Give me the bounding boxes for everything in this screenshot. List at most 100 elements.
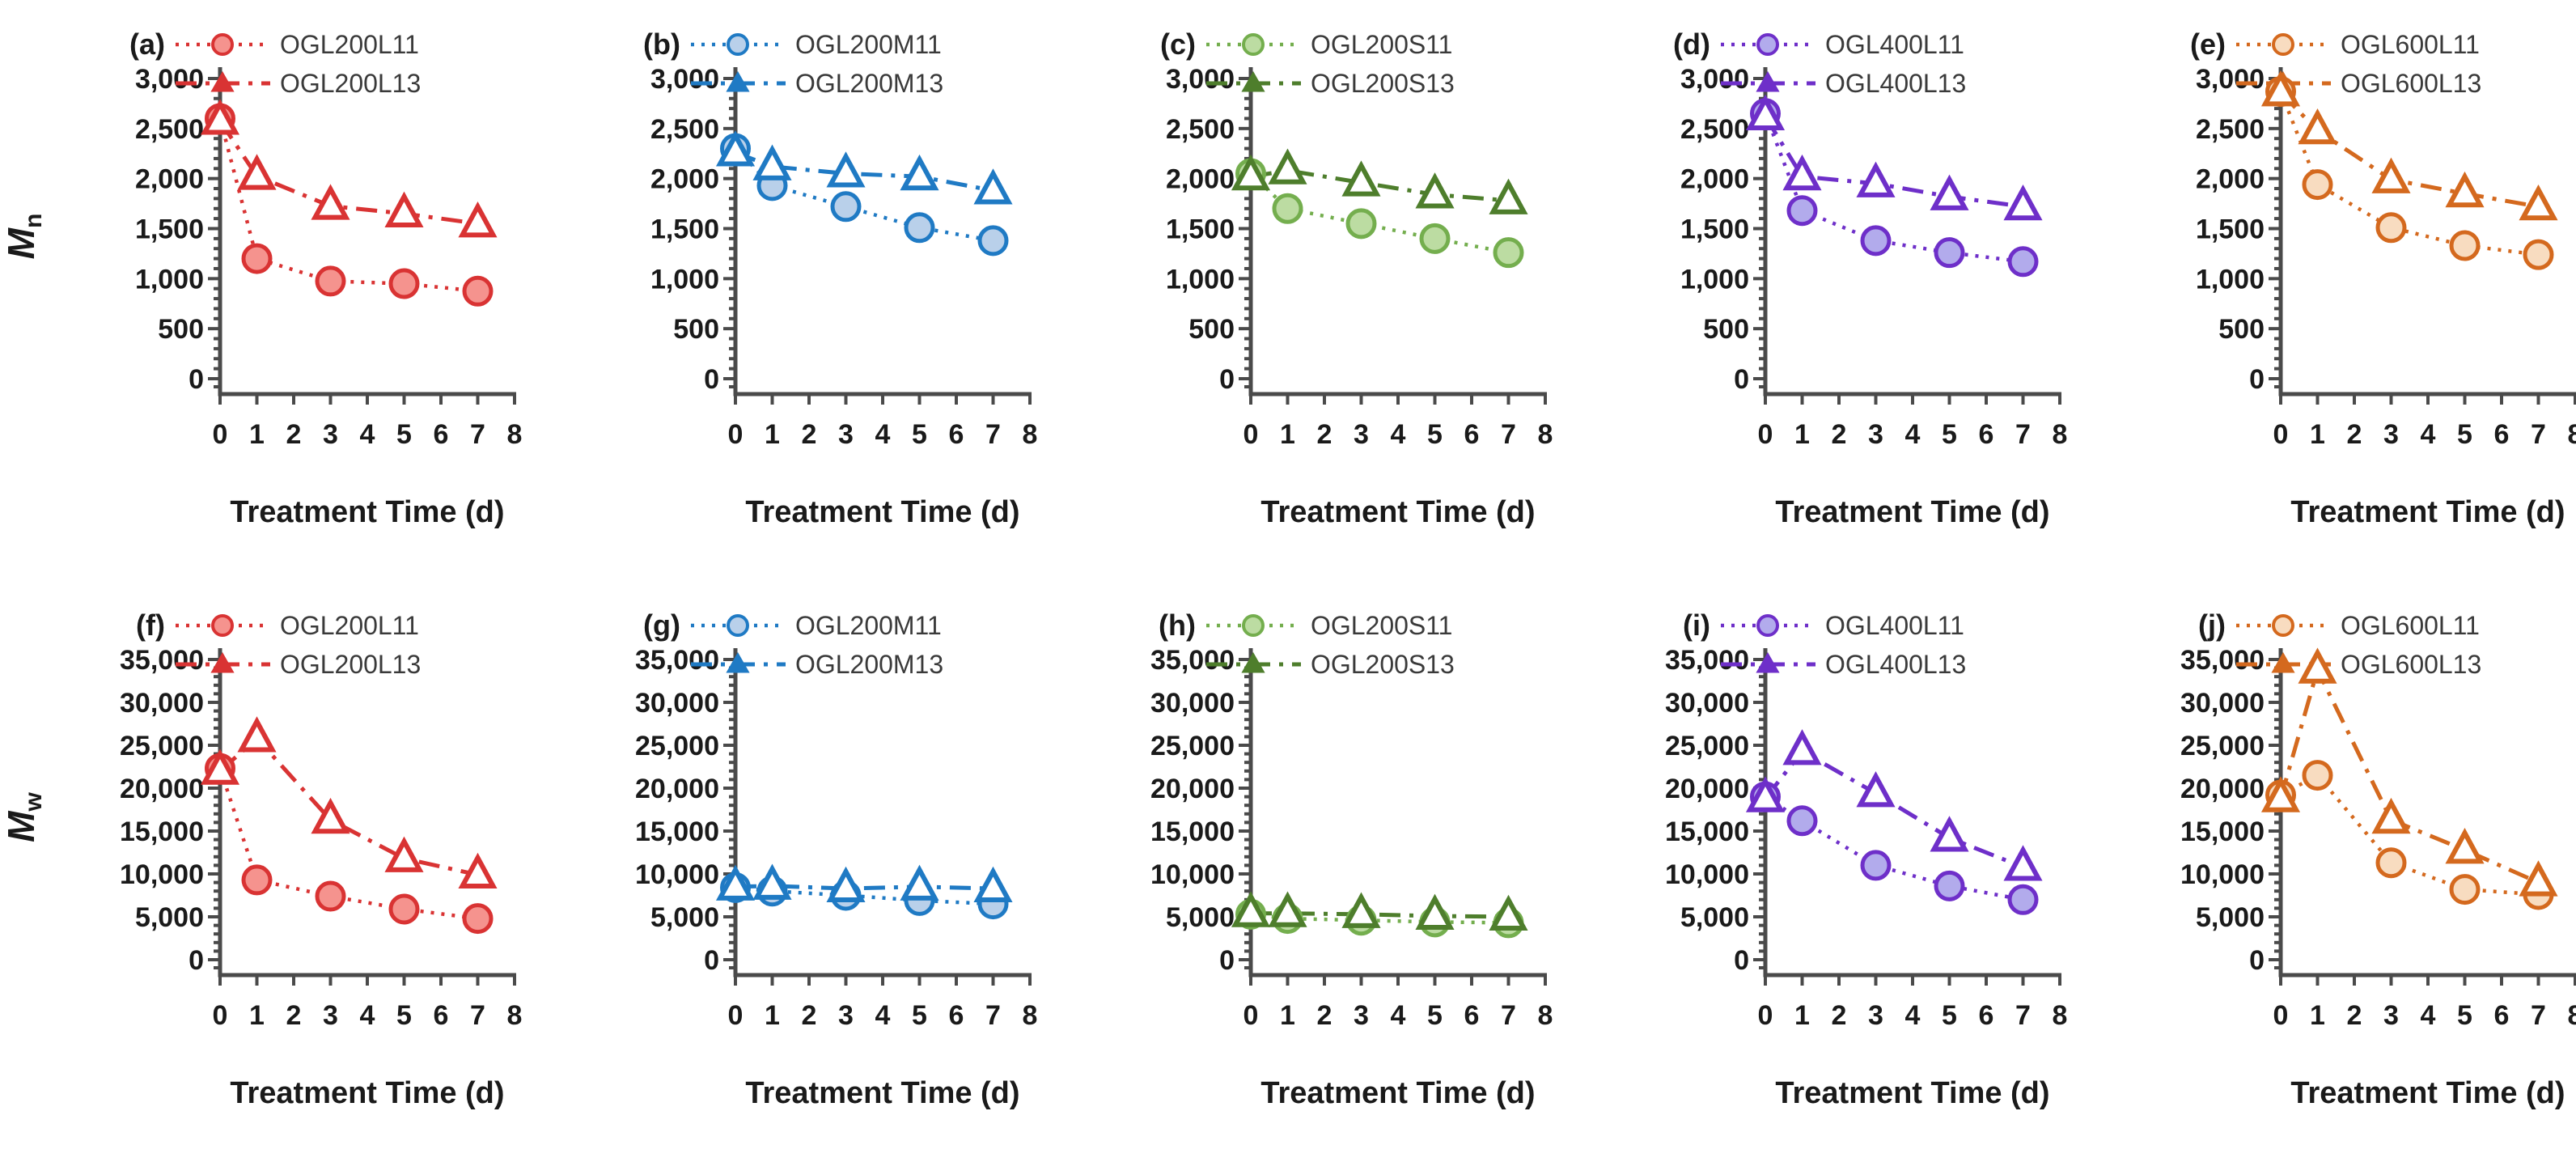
x-tick-label: 4 (1905, 1000, 1921, 1031)
legend-label: OGL400L11 (1825, 611, 1964, 640)
data-point-OGL200M13 (715, 864, 755, 901)
y-tick-label: 1,000 (650, 264, 719, 295)
legend-circle-marker (1756, 33, 1780, 57)
y-tick-label: 2,500 (1166, 114, 1235, 145)
y-tick-label: 5,000 (1166, 902, 1235, 933)
legend-circle-marker (726, 614, 749, 638)
x-tick-label: 4 (1905, 419, 1921, 450)
data-point-OGL200L11 (388, 893, 420, 925)
chart-h: 0 5,000 10,000 15,000 20,000 25,000 30,000 35,0… (1150, 609, 1553, 1110)
y-tick-label: 35,000 (120, 645, 204, 676)
legend-label: OGL400L13 (1825, 69, 1966, 98)
x-axis-title: Treatment Time (d) (1260, 495, 1535, 529)
y-tick-label: 30,000 (2180, 688, 2265, 719)
data-point-OGL400L13 (1782, 729, 1822, 765)
data-point-OGL200M11 (830, 191, 862, 223)
data-point-OGL200L13 (384, 836, 424, 872)
data-point-OGL400L11 (1934, 237, 1965, 269)
y-tick-label: 20,000 (1665, 774, 1749, 804)
data-point-OGL600L11 (2375, 212, 2407, 244)
panel-letter: (h) (1159, 609, 1196, 642)
x-tick-label: 4 (360, 1000, 375, 1031)
x-tick-label: 6 (434, 1000, 449, 1031)
x-tick-label: 0 (2273, 1000, 2289, 1031)
x-tick-label: 5 (396, 1000, 412, 1031)
x-tick-label: 8 (1537, 419, 1553, 450)
x-axis-title: Treatment Time (d) (1260, 1076, 1535, 1110)
data-point-OGL200L13 (458, 852, 498, 889)
x-tick-label: 1 (249, 419, 265, 450)
series-line-OGL200L11 (218, 767, 478, 921)
data-point-OGL400L11 (1934, 870, 1965, 901)
x-tick-label: 1 (1794, 419, 1810, 450)
x-tick-label: 6 (948, 1000, 964, 1031)
y-tick-label: 1,500 (2196, 214, 2265, 245)
y-tick-label: 1,500 (1166, 214, 1235, 245)
panel-i: 0 5,000 10,000 15,000 20,000 25,000 30,000 35,0… (1545, 581, 2067, 1162)
y-tick-label: 25,000 (120, 731, 204, 761)
data-point-OGL600L13 (2298, 647, 2337, 684)
data-point-OGL600L11 (2375, 847, 2407, 879)
panel-g: 0 5,000 10,000 15,000 20,000 25,000 30,000 35,0… (515, 581, 1037, 1162)
data-point-OGL200L11 (315, 265, 346, 297)
panel-d: 0 500 1,000 1,500 2,000 2,500 3,000 0 1 2 3 4 5 6 7 8 Tr… (1545, 0, 2067, 581)
y-tick-label: 1,000 (1166, 264, 1235, 295)
x-tick-label: 0 (1243, 1000, 1258, 1031)
y-tick-label: 2,500 (1680, 114, 1749, 145)
legend-label: OGL400L11 (1825, 30, 1964, 59)
chart-g: 0 5,000 10,000 15,000 20,000 25,000 30,000 35,0… (635, 609, 1037, 1110)
x-tick-label: 3 (2383, 419, 2399, 450)
y-axis-title: Mn (0, 214, 47, 260)
x-tick-label: 0 (1758, 1000, 1773, 1031)
data-point-OGL400L13 (2003, 184, 2043, 221)
x-tick-label: 6 (1464, 419, 1479, 450)
data-point-OGL400L13 (1782, 154, 1822, 191)
x-tick-label: 8 (2568, 419, 2576, 450)
data-point-OGL200L13 (237, 716, 277, 753)
y-tick-label: 30,000 (1665, 688, 1749, 719)
x-tick-label: 2 (1832, 1000, 1847, 1031)
x-tick-label: 7 (470, 419, 485, 450)
y-tick-label: 35,000 (635, 645, 719, 676)
x-tick-label: 6 (1464, 1000, 1479, 1031)
data-point-OGL400L13 (1930, 174, 1969, 210)
x-tick-label: 4 (360, 419, 375, 450)
panel-a: 0 500 1,000 1,500 2,000 2,500 3,000 0 1 2 3 4 5 6 7 8 Tr… (0, 0, 522, 581)
data-point-OGL600L11 (2302, 169, 2333, 201)
x-axis-title: Treatment Time (d) (2291, 1076, 2565, 1110)
x-tick-label: 7 (1501, 419, 1516, 450)
data-point-OGL200L13 (311, 184, 350, 220)
data-point-OGL600L13 (2261, 70, 2301, 107)
data-point-OGL400L11 (1860, 850, 1892, 881)
data-point-OGL200L13 (200, 749, 240, 785)
x-axis-title: Treatment Time (d) (745, 1076, 1019, 1110)
y-tick-label: 35,000 (1150, 645, 1235, 676)
x-tick-label: 7 (2015, 1000, 2031, 1031)
x-tick-label: 1 (765, 419, 780, 450)
x-tick-label: 8 (1022, 1000, 1037, 1031)
x-tick-label: 6 (948, 419, 964, 450)
series-line-OGL600L11 (2280, 773, 2539, 897)
data-point-OGL400L13 (1856, 161, 1896, 197)
y-tick-label: 1,500 (650, 214, 719, 245)
x-tick-label: 5 (2457, 1000, 2472, 1031)
x-tick-label: 8 (2568, 1000, 2576, 1031)
data-point-OGL400L11 (1786, 805, 1818, 837)
data-point-OGL400L11 (2007, 246, 2039, 278)
data-point-OGL400L13 (1856, 771, 1896, 808)
y-tick-label: 2,500 (135, 114, 204, 145)
legend-label: OGL200S11 (1311, 611, 1452, 640)
legend-triangle-marker (210, 70, 235, 92)
legend-label: OGL200M13 (795, 650, 943, 679)
y-tick-label: 25,000 (1150, 731, 1235, 761)
y-tick-label: 0 (1734, 364, 1749, 395)
x-tick-label: 2 (286, 1000, 302, 1031)
legend-label: OGL600L13 (2341, 69, 2481, 98)
x-axis-title: Treatment Time (d) (745, 495, 1019, 529)
x-tick-label: 3 (1354, 1000, 1369, 1031)
legend-label: OGL600L11 (2341, 30, 2480, 59)
data-point-OGL600L13 (2445, 828, 2485, 864)
